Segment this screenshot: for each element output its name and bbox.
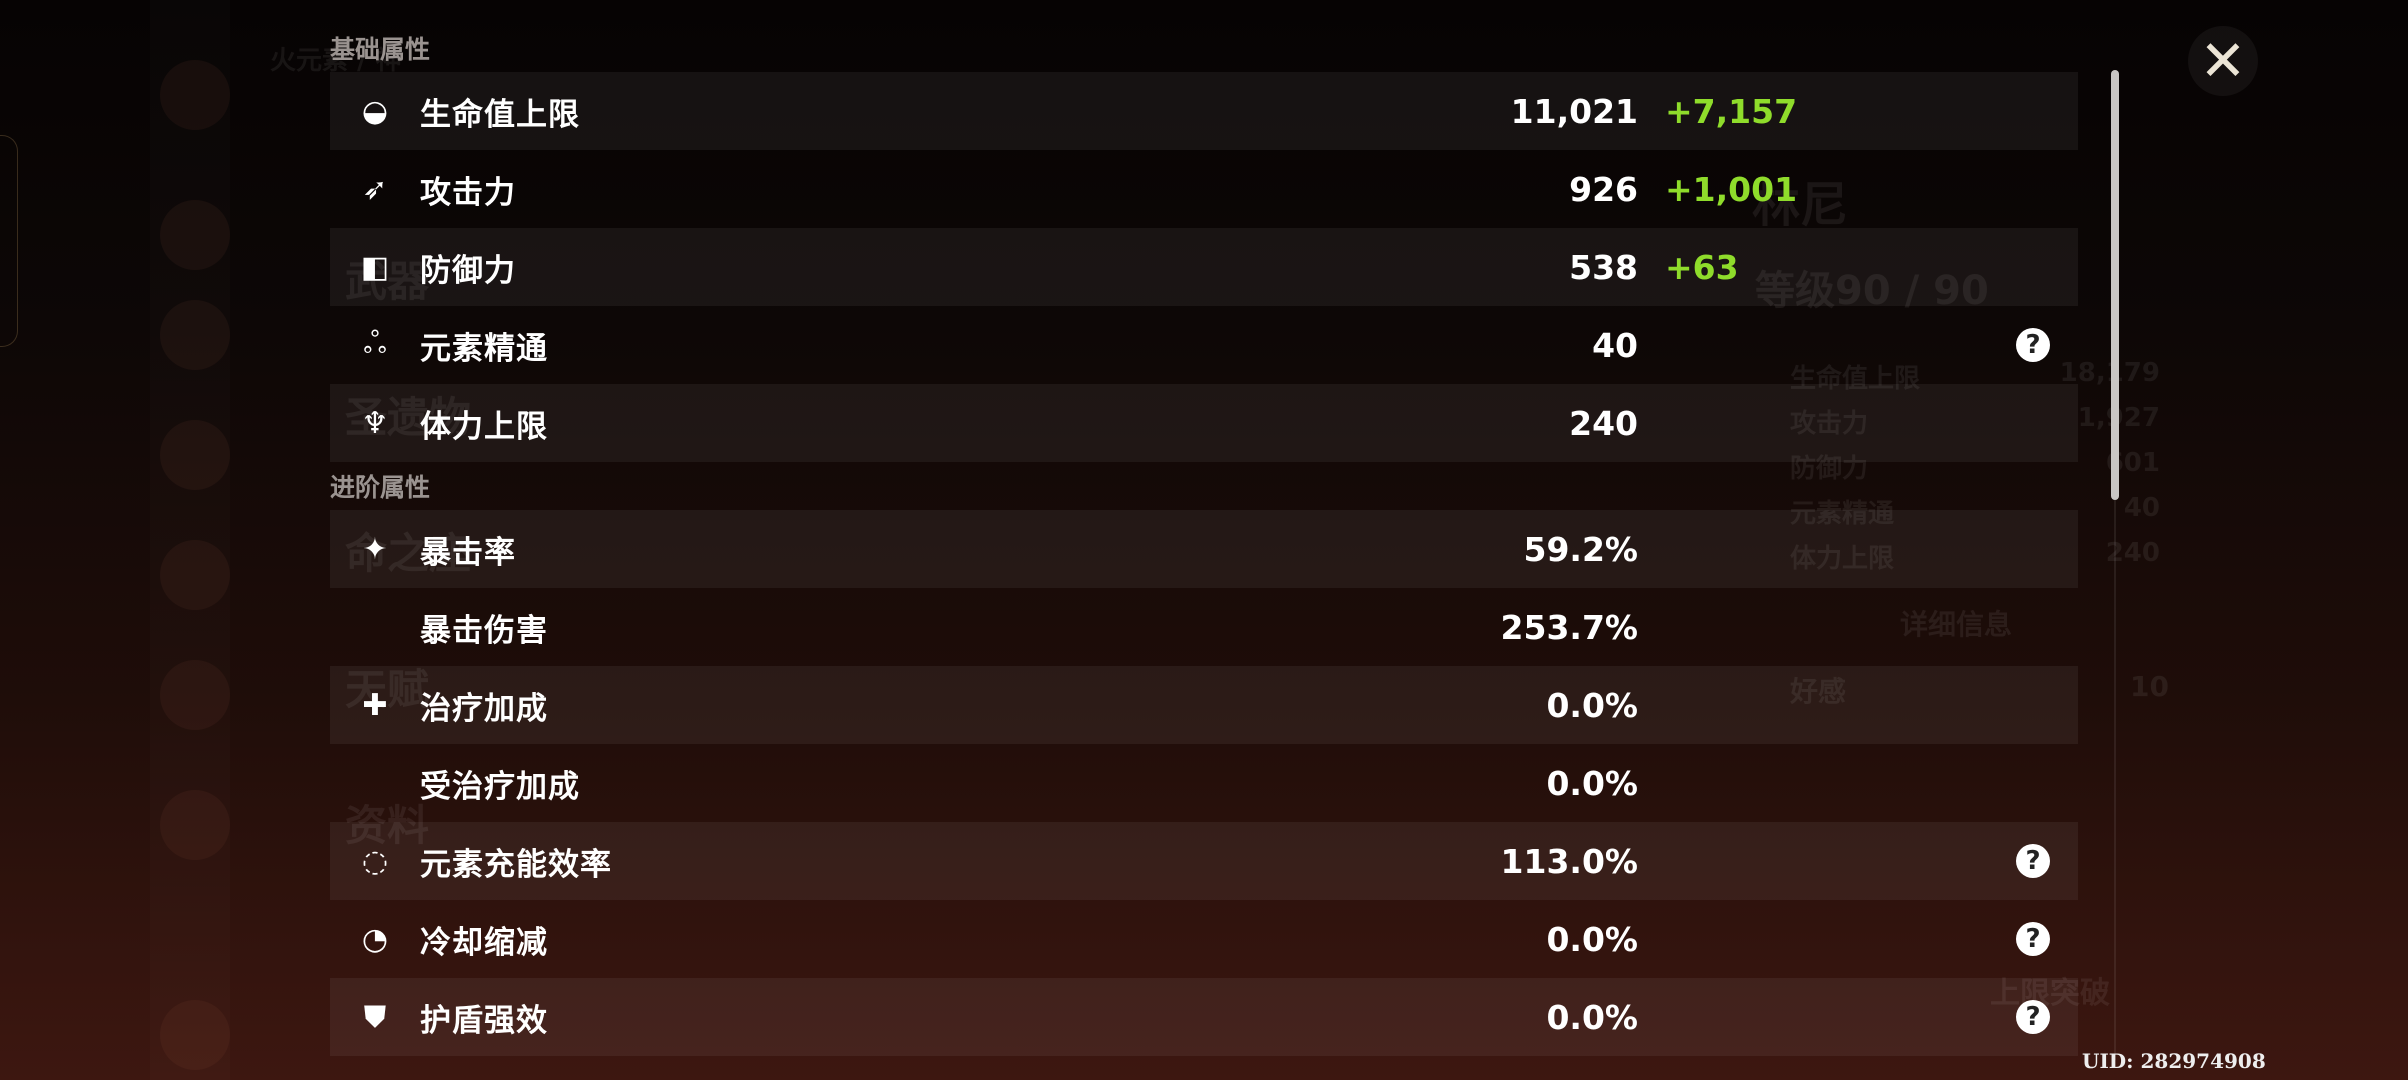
character-avatar[interactable] — [160, 790, 230, 860]
stat-value: 926 — [1569, 169, 1638, 209]
heal-cross-icon: ✚ — [362, 687, 388, 723]
hp-drop-icon: ◒ — [361, 93, 389, 129]
background-text: 火元素 / 神 — [270, 46, 402, 76]
character-avatar[interactable] — [160, 420, 230, 490]
background-text: 武器 — [345, 257, 430, 306]
help-icon[interactable]: ? — [2016, 844, 2050, 878]
stat-label: 体力上限 — [420, 408, 548, 445]
shield-strength-icon: ⛊ — [363, 999, 387, 1035]
background-text: 林尼 — [1752, 177, 1849, 233]
stat-label: 暴击伤害 — [420, 612, 548, 649]
background-text: 命之座 — [345, 529, 472, 578]
stat-value: 538 — [1569, 247, 1638, 287]
background-text: 元素精通 — [1790, 499, 1895, 529]
help-icon[interactable]: ? — [2016, 922, 2050, 956]
stat-row: ◧ 防御力 538 +63 — [330, 228, 2078, 306]
stat-row: ➶ 攻击力 926 +1,001 — [330, 150, 2078, 228]
close-icon: ✕ — [2199, 28, 2247, 94]
background-text: 好感 — [1790, 675, 1847, 708]
background-text: 天赋 — [345, 665, 430, 714]
shield-icon: ◧ — [360, 249, 390, 285]
background-text: 10 — [2130, 670, 2169, 703]
stat-bonus: +63 — [1665, 247, 1739, 287]
left-panel-edge — [0, 135, 18, 347]
stat-label: 生命值上限 — [420, 96, 580, 133]
stat-row: ♆ 体力上限 240 — [330, 384, 2078, 462]
stamina-icon: ♆ — [361, 405, 389, 441]
crit-star-icon: ✦ — [362, 531, 388, 567]
grid-menu-button[interactable] — [160, 1000, 230, 1070]
stat-value: 253.7% — [1500, 607, 1638, 647]
stat-label: 护盾强效 — [420, 1002, 548, 1039]
background-text: 18,179 — [2059, 358, 2160, 388]
stat-row: ✦ 暴击率 59.2% — [330, 510, 2078, 588]
background-text: 圣遗物 — [345, 393, 472, 442]
stat-value: 59.2% — [1523, 529, 1639, 569]
stat-value: 40 — [1592, 325, 1638, 365]
uid-label: UID: 282974908 — [2082, 1049, 2266, 1073]
stat-row: ◌ 元素充能效率 113.0%? — [330, 822, 2078, 900]
stat-row: ✚ 治疗加成 0.0% — [330, 666, 2078, 744]
stat-label: 元素精通 — [420, 330, 548, 367]
background-text: 资料 — [345, 801, 430, 850]
close-button[interactable]: ✕ — [2188, 26, 2258, 96]
stat-label: 防御力 — [420, 252, 516, 289]
stat-label: 受治疗加成 — [420, 768, 580, 805]
empty-icon — [355, 763, 395, 803]
background-text: 详细信息 — [1900, 608, 2013, 641]
background-text: 攻击力 — [1790, 409, 1869, 439]
character-avatar[interactable] — [160, 200, 230, 270]
background-text: 上限突破 — [1990, 976, 2110, 1011]
background-text: 40 — [2123, 493, 2160, 523]
stat-bonus: +7,157 — [1665, 91, 1798, 131]
character-avatar[interactable] — [160, 300, 230, 370]
stat-value: 0.0% — [1546, 763, 1638, 803]
stat-row: ◒ 生命值上限 11,021 +7,157 — [330, 72, 2078, 150]
energy-recharge-icon: ◌ — [361, 843, 389, 879]
character-avatar[interactable] — [160, 60, 230, 130]
stat-label: 治疗加成 — [420, 690, 548, 727]
character-avatar[interactable] — [160, 660, 230, 730]
help-icon[interactable]: ? — [2016, 1000, 2050, 1034]
stat-bonus: +1,001 — [1665, 169, 1798, 209]
stat-row: ◔ 冷却缩减 0.0%? — [330, 900, 2078, 978]
stat-label: 元素充能效率 — [420, 846, 612, 883]
stat-value: 0.0% — [1546, 919, 1638, 959]
stat-label: 冷却缩减 — [420, 924, 548, 961]
section-title: 基础属性 — [330, 35, 431, 64]
stat-value: 113.0% — [1500, 841, 1638, 881]
stat-row: ஃ 元素精通 40? — [330, 306, 2078, 384]
elemental-mastery-icon: ஃ — [363, 325, 387, 361]
stat-row: 受治疗加成 0.0% — [330, 744, 2078, 822]
scrollbar-thumb[interactable] — [2111, 70, 2119, 500]
cooldown-icon: ◔ — [361, 921, 389, 957]
empty-icon — [355, 607, 395, 647]
background-text: 体力上限 — [1790, 544, 1895, 574]
sword-icon: ➶ — [362, 171, 388, 207]
background-text: 生命值上限 — [1790, 364, 1921, 394]
stat-label: 攻击力 — [420, 174, 516, 211]
stat-value: 0.0% — [1546, 685, 1638, 725]
character-avatar[interactable] — [160, 540, 230, 610]
background-text: 等级90 / 90 — [1755, 268, 1989, 314]
stat-row: 暴击伤害 253.7% — [330, 588, 2078, 666]
stat-value: 240 — [1569, 403, 1638, 443]
help-icon[interactable]: ? — [2016, 328, 2050, 362]
background-text: 240 — [2105, 538, 2160, 568]
stat-row: ⛊ 护盾强效 0.0%? — [330, 978, 2078, 1056]
stat-label: 暴击率 — [420, 534, 516, 571]
section-title: 进阶属性 — [330, 473, 431, 502]
background-text: 防御力 — [1790, 454, 1869, 484]
stat-value: 11,021 — [1510, 91, 1638, 131]
scrollbar-track[interactable] — [2114, 70, 2116, 1060]
stat-value: 0.0% — [1546, 997, 1638, 1037]
